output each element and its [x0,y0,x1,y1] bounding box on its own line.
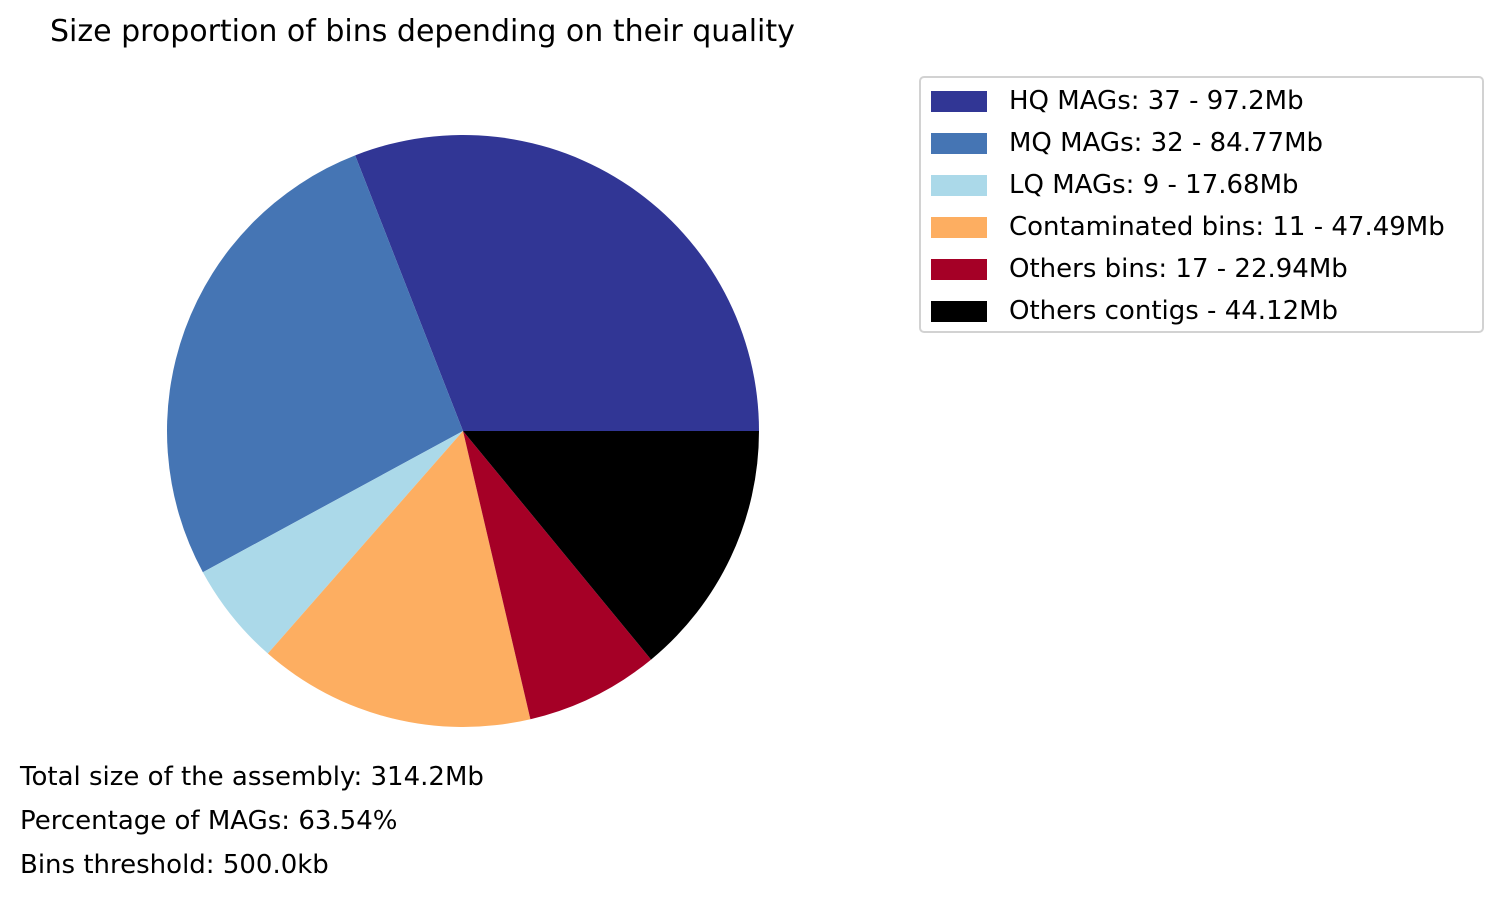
legend-item-2: LQ MAGs: 9 - 17.68Mb [931,170,1299,200]
chart-title: Size proportion of bins depending on the… [50,14,795,49]
mag-percentage-note: Percentage of MAGs: 63.54% [20,806,398,836]
legend-swatch-4 [931,258,987,280]
legend-item-1: MQ MAGs: 32 - 84.77Mb [931,128,1323,158]
legend-swatch-1 [931,132,987,154]
annotations: Total size of the assembly: 314.2Mb Perc… [20,760,484,892]
legend-label-2: LQ MAGs: 9 - 17.68Mb [1009,170,1299,200]
legend-label-4: Others bins: 17 - 22.94Mb [1009,254,1348,284]
legend: HQ MAGs: 37 - 97.2Mb MQ MAGs: 32 - 84.77M… [919,76,1484,333]
legend-swatch-0 [931,90,987,112]
legend-swatch-2 [931,174,987,196]
pie-slice-4 [463,431,652,720]
legend-label-3: Contaminated bins: 11 - 47.49Mb [1009,212,1445,242]
legend-item-0: HQ MAGs: 37 - 97.2Mb [931,86,1304,116]
pie-slice-3 [267,431,531,728]
total-size-note: Total size of the assembly: 314.2Mb [20,762,484,792]
legend-item-5: Others contigs - 44.12Mb [931,296,1338,326]
legend-label-0: HQ MAGs: 37 - 97.2Mb [1009,86,1304,116]
legend-item-3: Contaminated bins: 11 - 47.49Mb [931,212,1445,242]
legend-label-5: Others contigs - 44.12Mb [1009,296,1339,326]
legend-label-1: MQ MAGs: 32 - 84.77Mb [1009,128,1324,158]
pie-slice-1 [166,155,463,573]
legend-item-4: Others bins: 17 - 22.94Mb [931,254,1348,284]
pie-slice-2 [202,431,463,654]
legend-swatch-3 [931,216,987,238]
legend-swatch-5 [931,300,987,322]
pie-slice-5 [463,431,759,660]
pie-slice-0 [355,134,759,431]
bins-threshold-note: Bins threshold: 500.0kb [20,850,329,880]
